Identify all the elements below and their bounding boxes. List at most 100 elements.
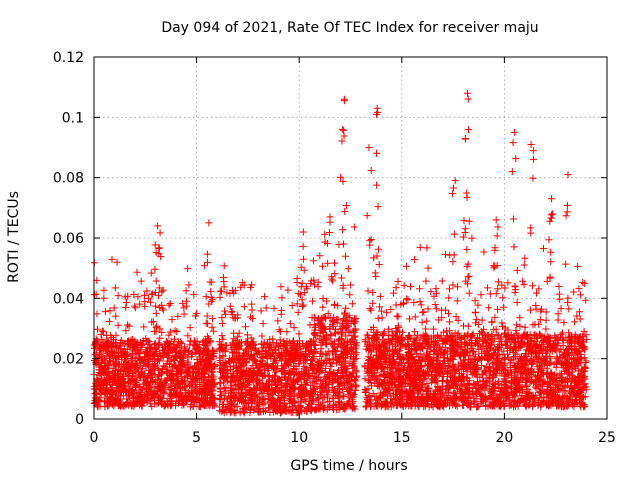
data-point <box>168 355 176 363</box>
data-point <box>182 396 190 404</box>
data-point <box>228 388 236 396</box>
data-point <box>319 262 327 270</box>
data-point <box>211 361 219 369</box>
data-point <box>276 328 284 336</box>
data-point <box>260 372 268 380</box>
data-point <box>196 349 204 357</box>
data-point <box>445 294 453 302</box>
data-point <box>148 290 156 298</box>
data-point <box>178 401 186 409</box>
data-point <box>557 305 565 313</box>
data-point <box>247 376 255 384</box>
data-point <box>141 391 149 399</box>
data-point <box>298 406 305 414</box>
data-point <box>320 325 328 333</box>
data-point <box>274 341 282 349</box>
data-point <box>248 354 256 362</box>
data-point <box>130 402 138 410</box>
data-point <box>229 377 237 385</box>
data-point <box>484 284 492 292</box>
data-point <box>234 354 242 362</box>
data-point <box>191 383 199 391</box>
data-point <box>252 360 260 368</box>
data-point <box>118 374 126 382</box>
data-point <box>546 354 554 362</box>
data-point <box>263 355 271 363</box>
data-point <box>153 352 161 360</box>
data-point <box>107 343 115 351</box>
data-point <box>210 327 218 335</box>
data-point <box>209 347 217 355</box>
data-point <box>272 372 280 380</box>
data-point <box>324 310 332 318</box>
data-point <box>364 377 372 385</box>
data-point <box>276 336 284 344</box>
data-point <box>219 353 227 361</box>
data-point <box>238 352 246 360</box>
data-point <box>259 320 267 328</box>
data-point <box>492 290 500 298</box>
data-point <box>495 378 503 386</box>
data-point <box>93 325 101 333</box>
data-point <box>310 340 318 348</box>
data-point <box>310 281 318 289</box>
data-point <box>259 372 267 380</box>
data-point <box>449 258 457 266</box>
data-point <box>554 310 562 318</box>
data-point <box>209 373 217 381</box>
data-point <box>334 315 342 323</box>
data-point <box>108 395 116 403</box>
data-point <box>193 337 201 345</box>
data-point <box>142 348 150 356</box>
data-point <box>137 341 145 349</box>
data-point <box>343 402 351 410</box>
data-point <box>332 329 340 337</box>
data-point <box>143 287 151 295</box>
data-point <box>305 366 313 374</box>
data-point <box>351 325 359 333</box>
data-point <box>430 325 438 333</box>
data-point <box>350 329 358 337</box>
data-point <box>112 349 120 357</box>
data-point <box>307 360 315 368</box>
data-point <box>165 301 173 309</box>
data-point <box>202 345 210 353</box>
data-point <box>312 341 320 349</box>
data-point <box>346 291 354 299</box>
data-point <box>316 352 324 360</box>
data-point <box>165 331 173 339</box>
data-point <box>98 362 106 370</box>
data-point <box>202 337 210 345</box>
data-point <box>140 291 148 299</box>
data-point <box>331 259 339 267</box>
data-point <box>137 277 145 285</box>
data-point <box>123 321 131 329</box>
data-point <box>493 331 501 339</box>
data-point <box>290 365 298 373</box>
data-point <box>500 354 508 362</box>
data-point <box>148 318 156 326</box>
data-point <box>374 376 382 384</box>
data-point <box>201 365 209 373</box>
data-point <box>102 339 110 347</box>
data-point <box>291 398 299 406</box>
data-point <box>475 354 483 362</box>
data-point <box>345 376 353 384</box>
data-point <box>446 318 454 326</box>
data-point <box>335 404 343 412</box>
data-point <box>216 388 224 396</box>
data-point <box>264 361 272 369</box>
data-point <box>475 321 483 329</box>
data-point <box>240 409 248 417</box>
data-point <box>106 389 114 397</box>
data-point <box>300 397 308 405</box>
data-point <box>350 315 358 323</box>
data-point <box>166 386 174 394</box>
data-point <box>255 380 263 388</box>
data-point <box>191 348 199 356</box>
data-point <box>545 236 553 244</box>
data-point <box>160 388 168 396</box>
data-point <box>305 398 313 406</box>
data-point <box>580 327 588 335</box>
data-point <box>332 400 340 408</box>
